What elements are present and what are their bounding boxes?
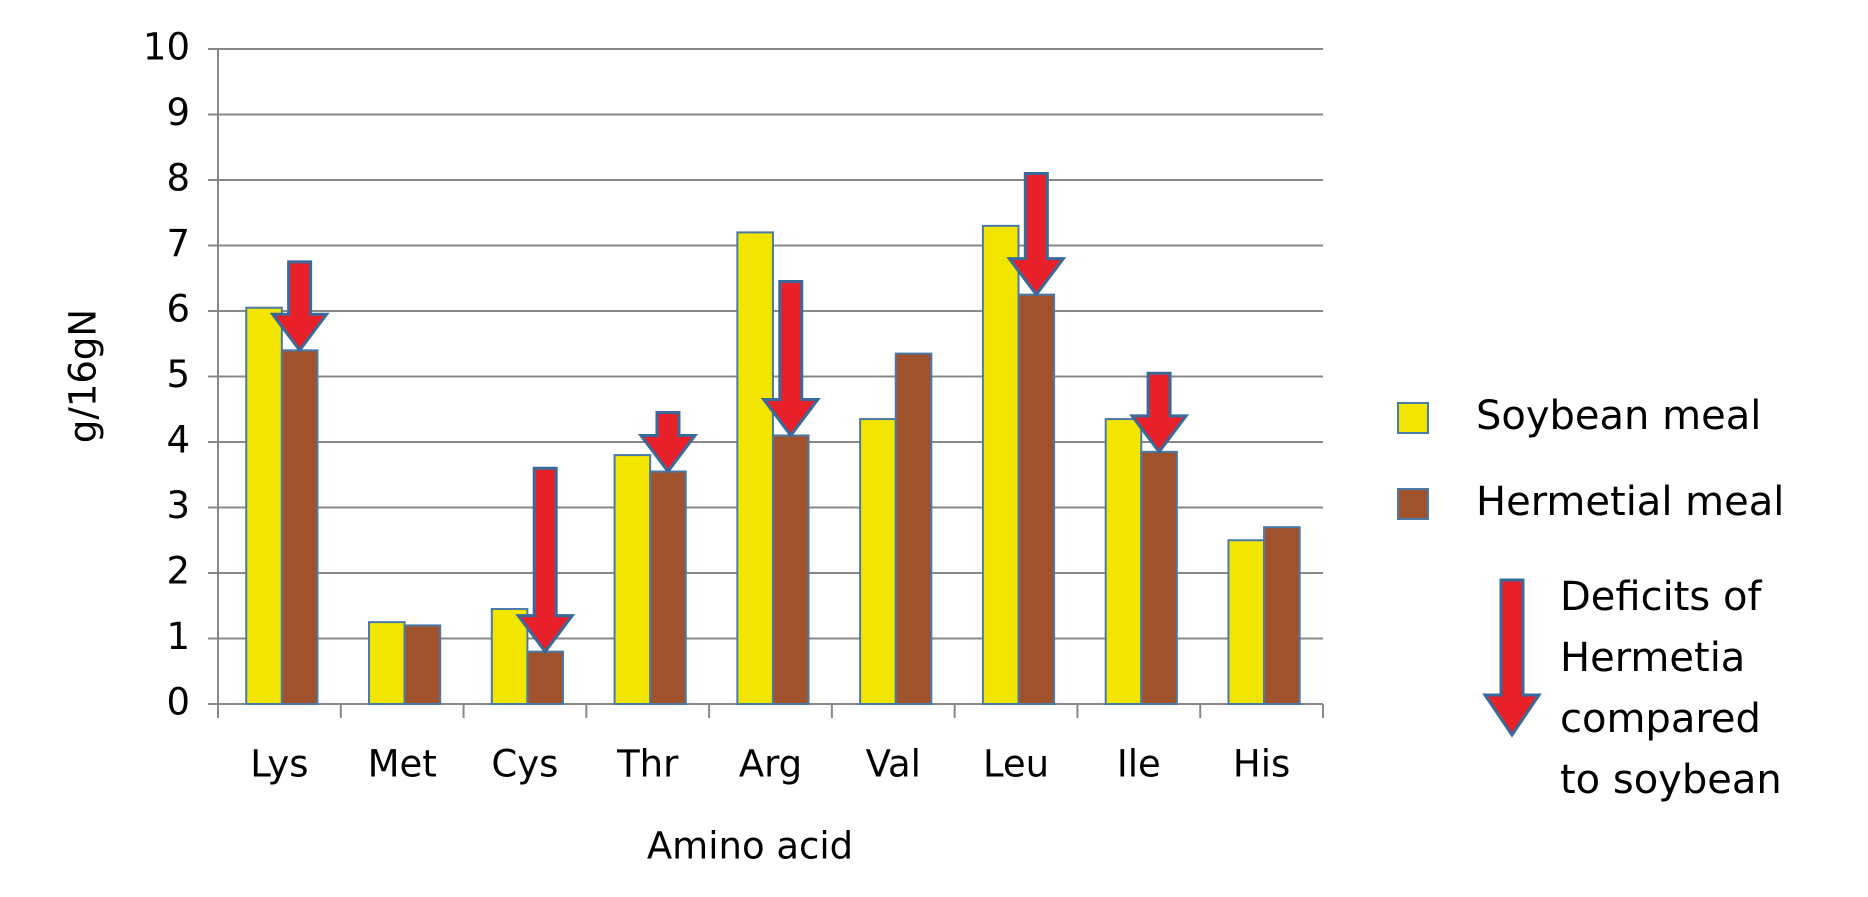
bar	[1227, 539, 1266, 705]
bar	[490, 608, 529, 706]
bar	[771, 434, 810, 705]
bar	[1140, 450, 1178, 706]
y-tick-label: 5	[166, 353, 190, 396]
x-tick-label: Ile	[1117, 743, 1161, 786]
x-tick-label: Cys	[491, 743, 558, 786]
legend-swatch	[1397, 488, 1429, 520]
x-tick-label: Val	[866, 743, 921, 786]
legend-label: Hermetial meal	[1476, 479, 1784, 525]
bar	[280, 349, 319, 705]
legend-label: compared	[1560, 696, 1761, 742]
bar	[1104, 418, 1143, 705]
y-tick-label: 9	[166, 91, 190, 134]
y-tick-label: 0	[166, 681, 190, 724]
y-tick-label: 3	[166, 484, 190, 527]
x-tick-label: His	[1233, 743, 1290, 786]
bar	[613, 454, 652, 705]
legend-label: Hermetia	[1560, 635, 1745, 681]
y-axis-label: g/16gN	[62, 309, 105, 443]
legend-swatch	[1397, 402, 1429, 434]
x-tick-label: Met	[368, 743, 437, 786]
bar	[894, 352, 933, 705]
x-axis-label: Amino acid	[647, 825, 853, 868]
deficit-arrow	[637, 411, 698, 474]
y-tick-label: 6	[166, 288, 190, 331]
bar	[859, 418, 897, 705]
x-tick-label: Leu	[983, 743, 1049, 786]
bar	[981, 224, 1020, 705]
y-tick-label: 7	[166, 222, 190, 265]
y-tick-label: 10	[143, 26, 190, 69]
bar	[526, 650, 565, 705]
bar	[649, 470, 687, 705]
bar	[368, 621, 406, 705]
legend-label: Soybean meal	[1476, 393, 1761, 439]
bar	[245, 306, 283, 705]
bar	[736, 231, 774, 705]
bar	[1017, 293, 1056, 705]
legend-arrow	[1482, 578, 1542, 738]
deficit-arrow	[1129, 371, 1190, 455]
x-tick-label: Arg	[739, 743, 802, 786]
legend-label: to soybean	[1560, 757, 1782, 803]
x-tick-label: Lys	[250, 743, 308, 786]
deficit-arrow	[269, 260, 330, 353]
y-tick-label: 2	[166, 550, 190, 593]
y-tick-label: 1	[166, 615, 190, 658]
y-tick-label: 4	[166, 419, 190, 462]
bar	[1263, 526, 1301, 706]
bar	[403, 624, 442, 706]
x-tick-label: Thr	[616, 743, 679, 786]
y-tick-label: 8	[166, 157, 190, 200]
legend-label: Deficits of	[1560, 574, 1762, 620]
deficit-arrow	[515, 466, 576, 655]
deficit-arrow	[760, 280, 821, 438]
deficit-arrow	[1006, 171, 1067, 298]
